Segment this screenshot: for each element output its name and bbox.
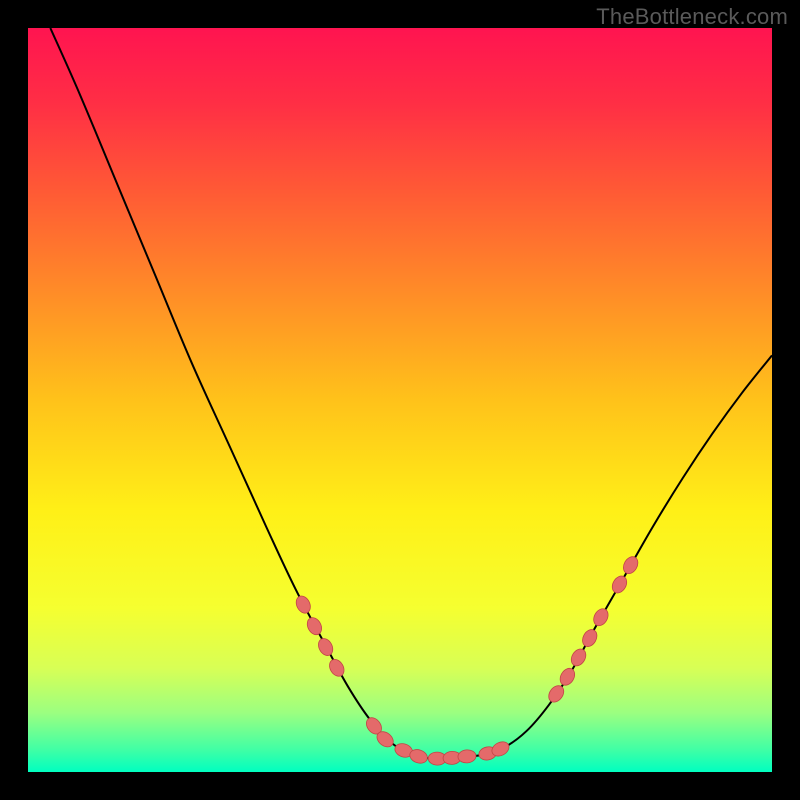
gradient-background [28, 28, 772, 772]
watermark-text: TheBottleneck.com [596, 4, 788, 30]
plot-svg [28, 28, 772, 772]
plot-area [28, 28, 772, 772]
chart-frame: TheBottleneck.com [0, 0, 800, 800]
